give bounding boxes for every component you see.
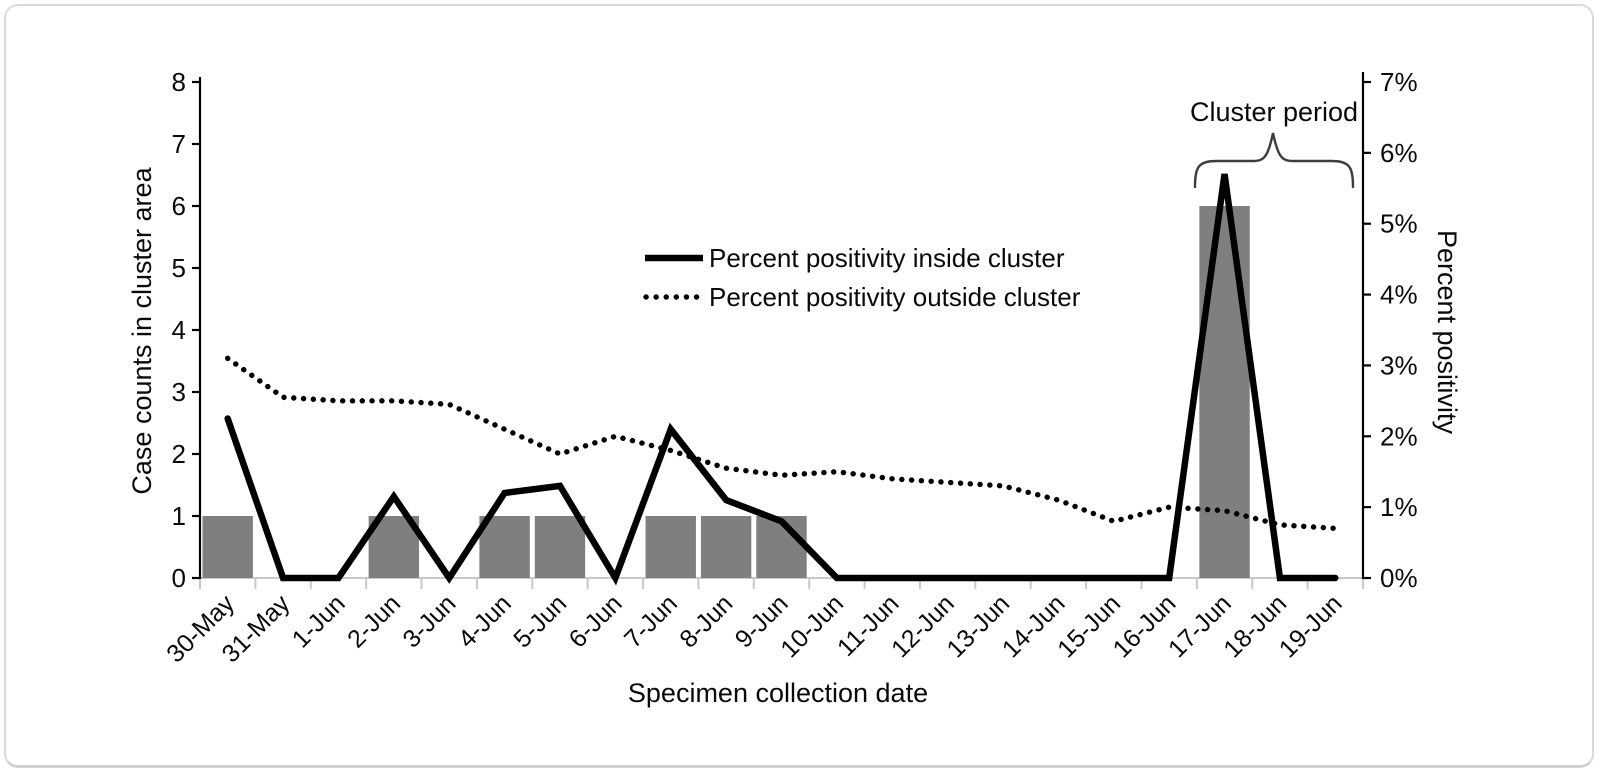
- right-y-tick-label: 6%: [1380, 138, 1418, 168]
- right-y-tick-label: 2%: [1380, 421, 1418, 451]
- x-tick-labels: 30-May31-May1-Jun2-Jun3-Jun4-Jun5-Jun6-J…: [161, 589, 1347, 668]
- left-y-tick-label: 5: [172, 253, 186, 283]
- x-tick-label-19-Jun: 19-Jun: [1274, 589, 1348, 663]
- line-series: [224, 173, 1339, 586]
- bar-17-Jun: [1199, 206, 1250, 578]
- x-tick-label-10-Jun: 10-Jun: [775, 589, 849, 663]
- bar-9-Jun: [756, 516, 807, 578]
- right-y-axis: 0% 1% 2% 3% 4% 5% 6% 7%: [1361, 67, 1418, 593]
- bar-7-Jun: [645, 516, 696, 578]
- cluster-period-label: Cluster period: [1190, 97, 1358, 127]
- right-y-tick-label: 0%: [1380, 563, 1418, 593]
- x-tick-label-4-Jun: 4-Jun: [453, 589, 517, 653]
- left-y-tick-label: 3: [172, 377, 186, 407]
- left-y-tick-label: 2: [172, 439, 186, 469]
- left-y-tick-label: 6: [172, 191, 186, 221]
- left-y-tick-label: 8: [172, 67, 186, 97]
- x-axis: [199, 577, 1364, 589]
- left-y-axis: 0 1 2 3 4 5 6 7 8: [172, 67, 202, 593]
- bar-30-May: [202, 516, 253, 578]
- x-tick-label-3-Jun: 3-Jun: [397, 589, 461, 653]
- bar-5-Jun: [534, 516, 586, 578]
- x-tick-label-8-Jun: 8-Jun: [674, 589, 738, 653]
- x-tick-label-1-Jun: 1-Jun: [287, 589, 351, 653]
- bar-4-Jun: [479, 516, 530, 578]
- x-tick-label-2-Jun: 2-Jun: [342, 589, 406, 653]
- bar-8-Jun: [700, 516, 752, 578]
- left-y-tick-label: 4: [172, 315, 186, 345]
- cluster-period-annotation: Cluster period: [1190, 97, 1358, 189]
- right-y-tick-label: 5%: [1380, 209, 1418, 239]
- right-y-tick-label: 1%: [1380, 492, 1418, 522]
- right-axis-title: Percent positivity: [1432, 230, 1462, 435]
- legend-label-inside-cluster: Percent positivity inside cluster: [709, 243, 1065, 273]
- cluster-period-brace: [1193, 132, 1355, 189]
- line-percent-positivity-inside-cluster: [224, 173, 1339, 586]
- left-y-tick-label: 7: [172, 129, 186, 159]
- legend: Percent positivity inside cluster Percen…: [643, 243, 1081, 312]
- x-axis-title: Specimen collection date: [628, 678, 928, 708]
- right-y-tick-label: 7%: [1380, 67, 1418, 97]
- x-tick-label-5-Jun: 5-Jun: [508, 589, 572, 653]
- line-percent-positivity-outside-cluster: [224, 355, 1339, 532]
- right-y-tick-label: 3%: [1380, 350, 1418, 380]
- right-y-tick-label: 4%: [1380, 280, 1418, 310]
- left-y-tick-label: 1: [172, 501, 186, 531]
- x-tick-label-6-Jun: 6-Jun: [564, 589, 628, 653]
- x-tick-label-7-Jun: 7-Jun: [619, 589, 683, 653]
- legend-label-outside-cluster: Percent positivity outside cluster: [709, 282, 1081, 312]
- left-axis-title: Case counts in cluster area: [127, 166, 157, 494]
- left-y-tick-label: 0: [172, 563, 186, 593]
